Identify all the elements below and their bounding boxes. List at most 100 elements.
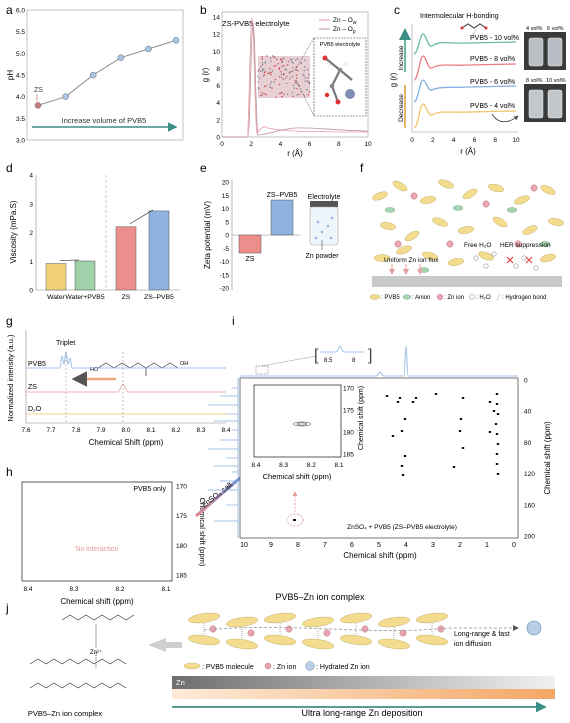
e-ylabel: Zeta potential (mV) bbox=[203, 201, 212, 269]
crosspeak bbox=[401, 474, 405, 476]
md-particle bbox=[281, 60, 284, 62]
md-particle bbox=[287, 60, 290, 63]
pvb5-molecule bbox=[492, 216, 508, 228]
structure-oh-right: OH bbox=[180, 361, 188, 367]
anion bbox=[384, 207, 396, 213]
zeta-bar bbox=[270, 199, 294, 236]
g-xlabel: Chemical Shift (ppm) bbox=[89, 438, 164, 447]
c-series-4: PVB5 - 4 vol% bbox=[470, 103, 515, 110]
b-xtick-label: 8 bbox=[337, 141, 341, 148]
md-particle bbox=[259, 70, 262, 73]
md-particle bbox=[285, 69, 288, 71]
panel-letter-i: i bbox=[232, 314, 235, 328]
pvb5-legend-icon bbox=[369, 294, 381, 300]
md-particle bbox=[291, 91, 294, 94]
panel-d: Viscosity (mPa.S) 0 1 2 3 4 Water Water+PVB5 Z… bbox=[9, 173, 180, 301]
a-zs-label: ZS bbox=[34, 87, 43, 94]
md-particle bbox=[257, 70, 260, 72]
panel-a: pH 3.0 3.5 4.0 4.5 5.0 5.5 6.0 ZS Increase vol… bbox=[6, 8, 184, 145]
f-legend-pvb5: : PVB5 bbox=[381, 295, 400, 301]
viscosity-bar bbox=[148, 210, 170, 291]
g-xtick-label: 8.4 bbox=[221, 427, 230, 434]
zn-ion bbox=[410, 192, 418, 200]
md-particle bbox=[306, 89, 308, 91]
panel-letter-h: h bbox=[6, 465, 13, 479]
ph-line bbox=[37, 39, 177, 106]
zn-ion bbox=[361, 625, 369, 633]
i-xticks: 10 9 8 7 6 5 4 3 2 1 0 bbox=[240, 542, 516, 549]
md-particle bbox=[293, 87, 296, 89]
viscosity-bar bbox=[74, 260, 96, 291]
h-frame bbox=[21, 481, 173, 582]
md-particle bbox=[281, 76, 283, 79]
md-particle bbox=[271, 70, 274, 72]
inset-xticks: 8.4 8.3 8.2 8.1 bbox=[251, 462, 343, 469]
md-particle bbox=[258, 77, 261, 80]
md-particle bbox=[281, 61, 283, 64]
anion bbox=[539, 241, 551, 247]
md-particle bbox=[271, 87, 273, 89]
md-particle bbox=[274, 78, 277, 81]
crosspeak bbox=[414, 397, 418, 399]
water-molecule bbox=[483, 263, 489, 269]
crosspeak bbox=[488, 431, 492, 433]
md-particle bbox=[294, 82, 296, 84]
inset-ytick-label: 170 bbox=[343, 386, 354, 393]
e-ytick-label: 0 bbox=[225, 233, 229, 240]
pvb5-molecule bbox=[404, 230, 420, 242]
b-xtick-label: 2 bbox=[249, 141, 253, 148]
md-particle bbox=[273, 81, 275, 83]
pvb5-molecule bbox=[225, 638, 259, 650]
i-xtick-label: 1 bbox=[485, 542, 489, 549]
pvb5-molecule bbox=[514, 195, 530, 205]
md-particle bbox=[275, 96, 277, 98]
b-ytick-label: 12 bbox=[213, 32, 221, 39]
b-xtick-label: 4 bbox=[279, 141, 283, 148]
md-particle bbox=[308, 82, 311, 85]
md-particle bbox=[295, 77, 298, 79]
pvb5-molecule bbox=[225, 616, 259, 628]
b-xtick-label: 10 bbox=[364, 141, 372, 148]
md-particle bbox=[270, 81, 272, 83]
a-ytick-label: 4.0 bbox=[16, 94, 25, 101]
d-yticks: 0 1 2 3 4 bbox=[29, 173, 33, 295]
h-ytick-label: 175 bbox=[176, 513, 187, 520]
c-xticks: 0 2 4 6 8 10 bbox=[410, 137, 520, 144]
e-ytick-label: 5 bbox=[225, 219, 229, 226]
md-particle bbox=[264, 71, 267, 73]
pvb5-molecule bbox=[301, 616, 335, 628]
md-particle bbox=[282, 78, 285, 81]
md-particle bbox=[300, 62, 302, 65]
md-particle bbox=[263, 85, 266, 88]
c-xtick-label: 6 bbox=[473, 137, 477, 144]
h-no-interaction: No interaction bbox=[75, 546, 118, 553]
plot-b-frame bbox=[221, 11, 369, 138]
panel-letter-c: c bbox=[394, 3, 400, 17]
pvb5-molecule bbox=[263, 612, 297, 624]
vial-label-6: 6 vol% bbox=[547, 26, 564, 32]
b-xticks: 0 2 4 6 8 10 bbox=[220, 141, 372, 148]
md-particle bbox=[269, 86, 271, 88]
g-xtick-label: 8.1 bbox=[146, 427, 155, 434]
md-particle bbox=[304, 77, 306, 79]
md-particle bbox=[278, 76, 281, 78]
pvb5-molecule bbox=[377, 616, 411, 628]
md-particle bbox=[280, 71, 282, 73]
d-ylabel: Viscosity (mPa.S) bbox=[9, 200, 18, 263]
pvb5-molecule bbox=[540, 185, 556, 195]
pvb5-molecule bbox=[415, 612, 449, 624]
g-triplet: Triplet bbox=[56, 340, 75, 347]
g-xtick-label: 7.9 bbox=[96, 427, 105, 434]
vial-label-8: 8 vol% bbox=[526, 78, 543, 84]
d-category-label: ZS–PVB5 bbox=[144, 294, 174, 301]
d-category-label: ZS bbox=[122, 294, 131, 301]
crosspeak bbox=[403, 418, 407, 420]
md-particle bbox=[280, 58, 282, 60]
md-particle bbox=[292, 95, 294, 98]
i-xtick-label: 0 bbox=[512, 542, 516, 549]
f-legend: : PVB5 : Anion : Zn ion : H₂O : Hydrogen… bbox=[369, 293, 546, 301]
i-xtick-label: 3 bbox=[431, 542, 435, 549]
md-particle bbox=[303, 95, 305, 97]
g-trace-zs: ZS bbox=[28, 384, 37, 391]
g-xtick-label: 8.0 bbox=[121, 427, 130, 434]
